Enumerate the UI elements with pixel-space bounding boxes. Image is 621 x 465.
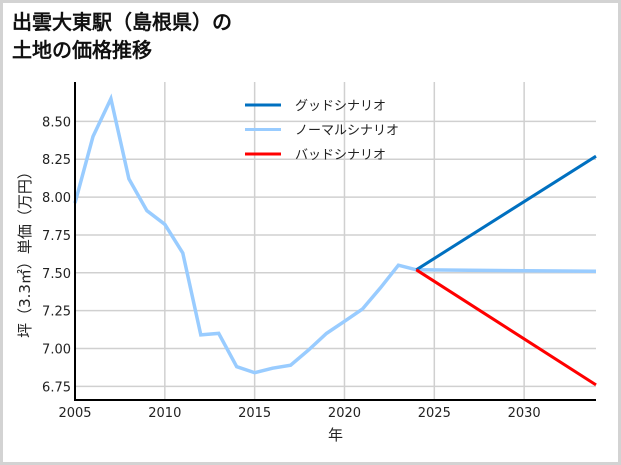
y-tick-label: 7.00 bbox=[42, 343, 71, 358]
x-tick-label: 2030 bbox=[508, 406, 541, 421]
legend-item: グッドシナリオ bbox=[245, 99, 386, 114]
y-tick-label: 8.50 bbox=[42, 115, 71, 130]
y-tick-label: 7.75 bbox=[42, 229, 71, 244]
axes bbox=[74, 82, 596, 401]
y-tick-label: 8.25 bbox=[42, 153, 71, 168]
legend-label: ノーマルシナリオ bbox=[295, 124, 399, 139]
series-line bbox=[415, 268, 597, 387]
y-tick-label: 8.00 bbox=[42, 191, 71, 206]
legend-item: バッドシナリオ bbox=[245, 148, 386, 163]
tick-labels: 2005 2010 2015 2020 2025 2030 6.75 7.00 7.25 7.50… bbox=[42, 115, 541, 421]
y-axis-label: 坪（3.3㎡）単価（万円） bbox=[16, 164, 34, 338]
x-tick-label: 2005 bbox=[58, 406, 91, 421]
y-tick-label: 6.75 bbox=[42, 380, 71, 395]
data-series bbox=[73, 93, 597, 387]
series-line bbox=[73, 93, 597, 375]
legend-label: バッドシナリオ bbox=[295, 148, 386, 163]
x-tick-label: 2025 bbox=[418, 406, 451, 421]
y-tick-label: 7.25 bbox=[42, 305, 71, 320]
chart-title: 出雲大東駅（島根県）の 土地の価格推移 bbox=[12, 8, 232, 64]
x-axis-label: 年 bbox=[328, 426, 343, 444]
chart-title-line-1: 出雲大東駅（島根県）の bbox=[12, 10, 232, 34]
x-tick-label: 2010 bbox=[148, 406, 181, 421]
legend-label: グッドシナリオ bbox=[295, 99, 386, 114]
y-tick-label: 7.50 bbox=[42, 267, 71, 282]
series-line bbox=[415, 154, 597, 272]
x-tick-label: 2015 bbox=[238, 406, 271, 421]
legend-item: ノーマルシナリオ bbox=[245, 124, 399, 139]
chart-title-line-2: 土地の価格推移 bbox=[12, 38, 152, 62]
x-tick-label: 2020 bbox=[328, 406, 361, 421]
